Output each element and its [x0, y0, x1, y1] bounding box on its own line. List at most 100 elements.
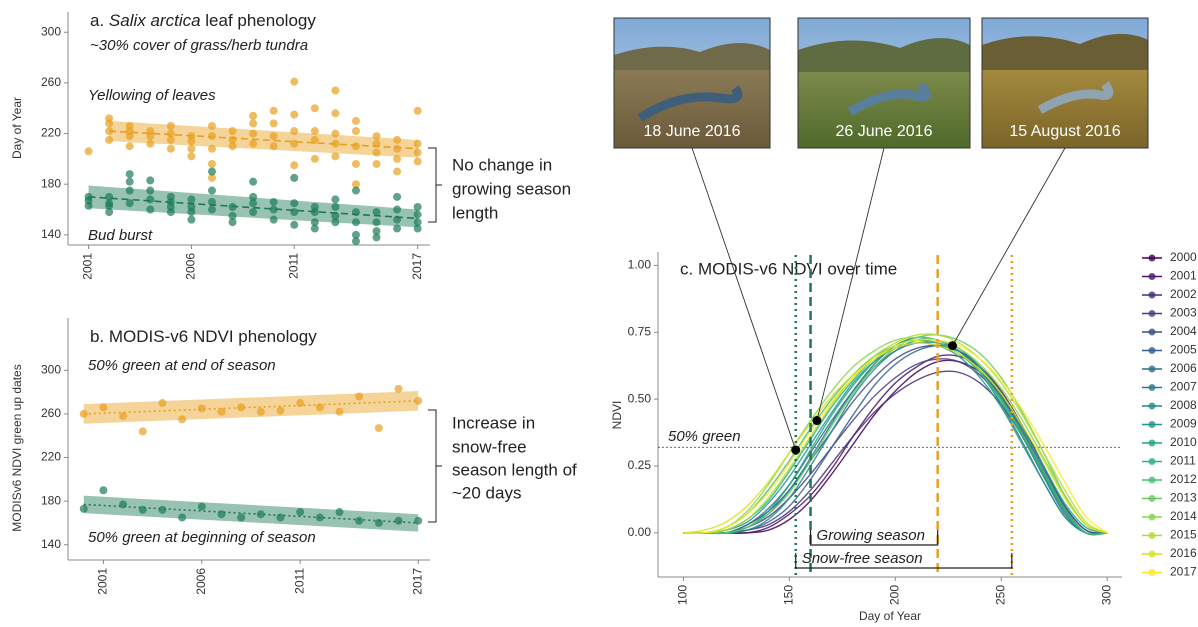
- point: [393, 205, 402, 214]
- bracket-text: ~20 days: [452, 483, 521, 502]
- legend-swatch: [1148, 254, 1156, 262]
- point: [290, 220, 299, 229]
- point: [166, 121, 175, 130]
- season-span: [795, 553, 1013, 569]
- point: [413, 139, 422, 148]
- point: [178, 513, 187, 522]
- point: [105, 135, 114, 144]
- point: [351, 218, 360, 227]
- point: [228, 127, 237, 136]
- point: [269, 142, 278, 151]
- point: [207, 205, 216, 214]
- point: [413, 106, 422, 115]
- point: [372, 233, 381, 242]
- point: [125, 142, 134, 151]
- point: [269, 215, 278, 224]
- point: [207, 167, 216, 176]
- point: [351, 142, 360, 151]
- point: [138, 427, 147, 436]
- legend-label: 2011: [1170, 454, 1196, 468]
- point: [393, 135, 402, 144]
- point: [290, 110, 299, 119]
- point: [249, 199, 258, 208]
- y-tick-label: 300: [41, 24, 61, 38]
- point: [414, 396, 423, 405]
- point: [237, 513, 246, 522]
- photo: [797, 17, 971, 149]
- legend-label: 2015: [1170, 528, 1197, 542]
- point: [393, 144, 402, 153]
- legend-swatch: [1148, 328, 1156, 336]
- x-axis-label: Day of Year: [859, 609, 921, 623]
- ndvi-curve: [683, 333, 1108, 534]
- point: [331, 203, 340, 212]
- reference-label: 50% green: [668, 428, 741, 445]
- point: [207, 132, 216, 141]
- ndvi-curve: [683, 344, 1108, 534]
- legend-label: 2006: [1170, 361, 1197, 375]
- point: [269, 132, 278, 141]
- point: [237, 403, 246, 412]
- point: [310, 224, 319, 233]
- bracket-text: length: [452, 203, 498, 222]
- point: [146, 176, 155, 185]
- photo-caption: 15 August 2016: [1009, 123, 1120, 140]
- point: [99, 486, 108, 495]
- y-tick-label: 180: [41, 493, 61, 507]
- legend-label: 2001: [1170, 269, 1197, 283]
- point: [372, 208, 381, 217]
- point: [249, 129, 258, 138]
- trend-line: [83, 400, 419, 415]
- legend-swatch: [1148, 495, 1156, 502]
- point: [372, 159, 381, 168]
- point: [187, 195, 196, 204]
- point: [290, 208, 299, 217]
- bracket-text: snow-free: [452, 437, 527, 456]
- x-tick-label: 300: [1099, 585, 1113, 605]
- point: [158, 505, 167, 514]
- point: [413, 224, 422, 233]
- y-tick-label: 0.00: [628, 525, 652, 539]
- point: [296, 399, 305, 408]
- point: [105, 192, 114, 201]
- point: [256, 510, 265, 519]
- point: [331, 129, 340, 138]
- legend-swatch: [1148, 273, 1156, 280]
- annotation: 50% green at end of season: [88, 357, 276, 374]
- title-part: a.: [90, 11, 109, 30]
- point: [187, 215, 196, 224]
- point: [372, 218, 381, 227]
- legend-label: 2003: [1170, 306, 1197, 320]
- title-part: leaf phenology: [201, 11, 317, 30]
- point: [374, 518, 383, 527]
- point: [119, 412, 128, 421]
- point: [125, 121, 134, 130]
- confidence-band: [83, 391, 419, 424]
- panel-title: a. Salix arctica leaf phenology: [90, 11, 316, 30]
- bracket-text: season length of: [452, 460, 577, 479]
- point: [355, 516, 364, 525]
- point: [413, 218, 422, 227]
- photo: [613, 17, 771, 149]
- legend-label: 2007: [1170, 380, 1197, 394]
- subtitle: ~30% cover of grass/herb tundra: [90, 37, 308, 54]
- point: [84, 147, 93, 156]
- point: [125, 177, 134, 186]
- legend-swatch: [1148, 384, 1156, 391]
- point: [249, 177, 258, 186]
- bracket-text: No change in: [452, 155, 552, 174]
- point: [393, 192, 402, 201]
- photo-point: [812, 416, 822, 426]
- legend-label: 2004: [1170, 324, 1197, 338]
- legend-swatch: [1148, 458, 1156, 465]
- y-tick-label: 0.75: [628, 324, 652, 338]
- point: [178, 415, 187, 424]
- point: [269, 205, 278, 214]
- point: [310, 203, 319, 212]
- point: [372, 148, 381, 157]
- point: [99, 403, 108, 412]
- point: [269, 106, 278, 115]
- point: [187, 144, 196, 153]
- x-tick-label: 250: [993, 585, 1007, 605]
- point: [166, 192, 175, 201]
